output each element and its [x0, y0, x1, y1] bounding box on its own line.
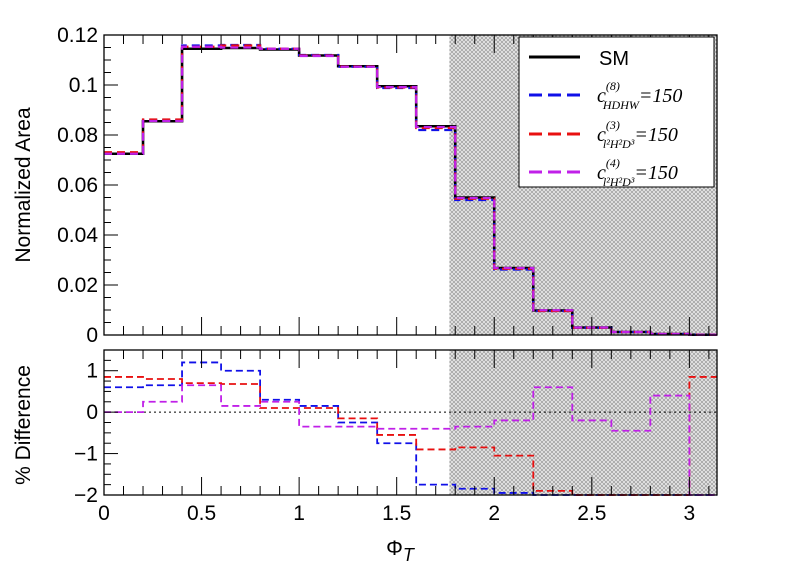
bottom-series-l2h2d3_3: [104, 376, 717, 496]
bottom-ticks: [103, 349, 710, 496]
top-y-tick-label: 0.1: [69, 74, 98, 97]
x-tick-label: 1: [293, 502, 305, 525]
bottom-y-tick-label: 1: [86, 360, 98, 383]
top-y-axis-title: Normalized Area: [12, 107, 35, 263]
x-tick-label: 0: [98, 502, 110, 525]
bottom-y-tick-label: 0: [86, 401, 98, 424]
x-tick-label: 2: [488, 502, 500, 525]
bottom-y-tick-label: −2: [74, 484, 98, 507]
top-y-tick-label: 0.08: [57, 124, 98, 147]
top-y-tick-labels: 0 0.02 0.04 0.06 0.08 0.1 0.12: [57, 24, 98, 347]
legend-box: [518, 36, 715, 188]
legend-label-l4: c(4) l²H²D³=150: [597, 156, 678, 189]
bottom-excluded-region: [449, 350, 717, 495]
bottom-panel: −2 −1 0 1 0 0.5 1 1.5 2 2.5 3 % Difference ΦT: [12, 349, 718, 565]
x-tick-label: 2.5: [577, 502, 606, 525]
legend-entry-l3: c(3) l²H²D³=150: [529, 118, 678, 151]
x-axis-title: ΦT: [386, 537, 416, 565]
bottom-y-tick-label: −1: [74, 443, 98, 466]
top-y-tick-label: 0: [86, 324, 98, 347]
top-y-tick-label: 0.02: [57, 274, 98, 297]
x-tick-label: 1.5: [382, 502, 411, 525]
top-y-tick-label: 0.06: [57, 174, 98, 197]
legend: SM c(8) HDHW=150 c(3) l²H²D³=150 c(4) l²H²D…: [518, 36, 715, 189]
x-tick-label: 0.5: [187, 502, 216, 525]
top-panel: 0 0.02 0.04 0.06 0.08 0.1 0.12 Normalized Area…: [12, 24, 718, 347]
top-ticks: [103, 34, 710, 336]
x-tick-label: 3: [684, 502, 696, 525]
top-y-tick-label: 0.12: [57, 24, 98, 47]
legend-entry-sm: SM: [529, 48, 629, 70]
bottom-y-axis-title: % Difference: [12, 365, 35, 485]
bottom-series-l2h2d3_4: [104, 384, 717, 496]
bottom-y-tick-labels: −2 −1 0 1: [74, 360, 98, 507]
x-tick-labels: 0 0.5 1 1.5 2 2.5 3: [98, 502, 695, 525]
legend-label-l3: c(3) l²H²D³=150: [597, 118, 678, 151]
legend-entry-hdhw: c(8) HDHW=150: [529, 79, 682, 112]
legend-label-sm: SM: [599, 48, 629, 70]
top-y-tick-label: 0.04: [57, 224, 98, 247]
legend-label-hdhw: c(8) HDHW=150: [597, 79, 682, 112]
legend-entry-l4: c(4) l²H²D³=150: [529, 156, 678, 189]
